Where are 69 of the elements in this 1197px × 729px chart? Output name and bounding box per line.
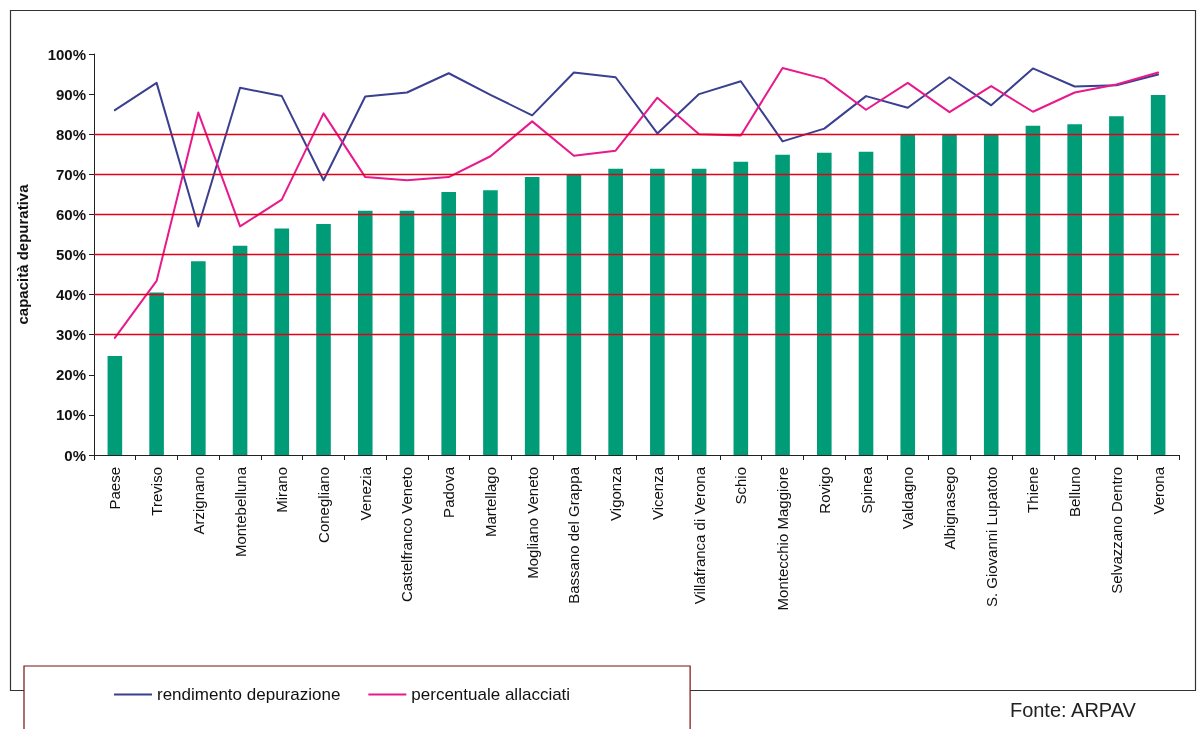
y-tick-label: 0% xyxy=(64,446,86,464)
x-tick-label: Venezia xyxy=(356,466,374,521)
bar xyxy=(983,135,999,455)
bar xyxy=(483,190,498,455)
x-tick-label: Arzignano xyxy=(189,467,207,535)
bar xyxy=(858,151,874,455)
bar xyxy=(316,224,331,455)
bar xyxy=(816,152,832,455)
x-tick-label: Montecchio Maggiore xyxy=(774,467,792,611)
bar xyxy=(149,292,164,455)
bar xyxy=(357,210,373,455)
y-tick-label: 90% xyxy=(55,85,86,103)
bar xyxy=(232,245,248,455)
line-series xyxy=(113,67,1160,228)
x-tick-label: Bassano del Grappa xyxy=(565,466,583,604)
legend-label: percentuale allacciati xyxy=(411,685,571,704)
bar xyxy=(441,191,457,455)
x-tick-label: Treviso xyxy=(148,467,166,516)
x-tick-label: Conegliano xyxy=(315,467,333,543)
x-tick-label: Paese xyxy=(106,467,124,510)
bar xyxy=(1109,116,1124,455)
bar xyxy=(191,261,206,455)
bar xyxy=(1067,124,1082,455)
x-tick-label: Mogliano Veneto xyxy=(523,467,541,579)
x-tick-label: Padova xyxy=(440,466,458,518)
x-tick-label: Vicenza xyxy=(648,466,666,521)
bar xyxy=(775,154,790,455)
x-tick-label: Martellago xyxy=(481,467,499,538)
bar xyxy=(608,168,623,455)
source-note: Fonte: ARPAV xyxy=(1009,699,1137,721)
x-tick-label: Albignasego xyxy=(940,467,958,550)
bar xyxy=(942,135,957,455)
bar xyxy=(691,168,707,455)
x-tick-label: Belluno xyxy=(1066,467,1084,518)
x-tick-label: Verona xyxy=(1149,466,1167,515)
y-tick-label: 10% xyxy=(55,406,86,424)
x-tick-label: Mirano xyxy=(273,467,291,513)
y-tick-label: 70% xyxy=(55,165,86,183)
bar xyxy=(650,168,665,455)
line-series xyxy=(113,67,1160,339)
x-tick-label: Selvazzano Dentro xyxy=(1107,467,1125,594)
bar xyxy=(107,355,123,455)
x-tick-label: Spinea xyxy=(857,466,875,514)
y-tick-label: 30% xyxy=(55,326,86,344)
y-axis-title: capacità depurativa xyxy=(14,183,31,325)
y-tick-label: 100% xyxy=(47,45,86,63)
y-tick-label: 50% xyxy=(55,246,86,263)
x-tick-label: Rovigo xyxy=(815,467,833,514)
legend-label: rendimento depurazione xyxy=(157,685,341,704)
x-tick-label: Castelfranco Veneto xyxy=(398,467,416,603)
x-tick-label: Villafranca di Verona xyxy=(690,466,708,605)
bar xyxy=(733,161,749,455)
y-tick-label: 20% xyxy=(55,366,86,384)
bar xyxy=(1150,94,1166,455)
bar xyxy=(566,175,582,455)
bar xyxy=(900,135,916,455)
bar xyxy=(274,228,290,455)
x-tick-label: S. Giovanni Lupatoto xyxy=(982,467,1000,608)
x-tick-label: Schio xyxy=(732,467,750,505)
bar xyxy=(524,177,540,455)
y-tick-label: 80% xyxy=(55,125,86,143)
y-tick-label: 60% xyxy=(55,205,86,223)
x-tick-label: Valdagno xyxy=(899,467,917,530)
x-tick-label: Thiene xyxy=(1024,467,1042,513)
x-tick-label: Montebelluna xyxy=(231,466,249,558)
x-tick-label: Vigonza xyxy=(607,466,625,521)
bar xyxy=(399,210,415,455)
bar xyxy=(1025,125,1041,455)
y-tick-label: 40% xyxy=(55,286,86,304)
